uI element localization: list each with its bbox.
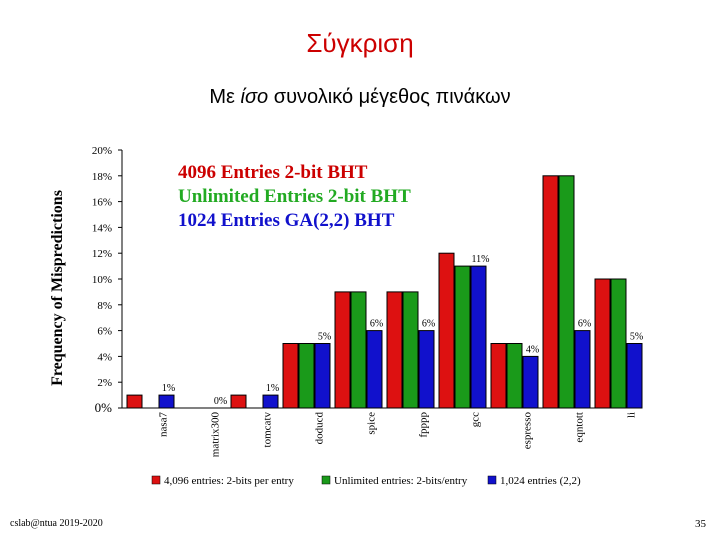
bar xyxy=(298,343,315,409)
y-tick-label: 18% xyxy=(92,171,112,183)
y-tick-label: 14% xyxy=(92,222,112,234)
bar xyxy=(158,394,175,409)
bar xyxy=(386,291,403,409)
chart-annotation: 4096 Entries 2-bit BHT xyxy=(178,162,368,183)
bar xyxy=(366,330,383,409)
legend-swatch xyxy=(151,475,161,485)
y-tick-label: 16% xyxy=(92,197,112,209)
x-tick-label: espresso xyxy=(522,412,534,450)
y-tick-label: 2% xyxy=(97,377,112,389)
bar xyxy=(126,394,143,409)
bar xyxy=(402,291,419,409)
legend-label: Unlimited entries: 2-bits/entry xyxy=(334,475,468,487)
bar xyxy=(418,330,435,409)
x-tick-label: spice xyxy=(366,412,378,435)
bar xyxy=(542,175,559,409)
chart-annotation: 1024 Entries GA(2,2) BHT xyxy=(178,210,395,231)
bar xyxy=(506,343,523,409)
data-label: 6% xyxy=(578,319,591,330)
y-tick-label: 0% xyxy=(95,400,113,415)
bar xyxy=(626,343,643,409)
data-label: 5% xyxy=(318,332,331,343)
data-label: 0% xyxy=(214,396,227,407)
legend-swatch xyxy=(487,475,497,485)
bar xyxy=(262,394,279,409)
bar xyxy=(438,252,455,409)
bar xyxy=(454,265,471,409)
data-label: 6% xyxy=(422,319,435,330)
y-tick-label: 12% xyxy=(92,248,112,260)
subtitle-suffix: συνολικό μέγεθος πινάκων xyxy=(268,86,511,108)
x-tick-label: eqntott xyxy=(574,412,586,443)
slide-subtitle: Με ίσο συνολικό μέγεθος πινάκων xyxy=(0,86,720,109)
y-tick-label: 4% xyxy=(97,351,112,363)
subtitle-emphasis: ίσο xyxy=(240,86,269,108)
slide-title: Σύγκριση xyxy=(306,28,414,58)
chart-annotation: Unlimited Entries 2-bit BHT xyxy=(178,186,411,207)
bar xyxy=(230,394,247,409)
x-tick-label: tomcatv xyxy=(262,412,274,448)
bar xyxy=(610,278,627,409)
y-tick-label: 8% xyxy=(97,300,112,312)
data-label: 4% xyxy=(526,344,539,355)
y-tick-label: 6% xyxy=(97,326,112,338)
bar xyxy=(470,265,487,409)
data-label: 11% xyxy=(472,254,490,265)
y-tick-label: 10% xyxy=(92,274,112,286)
bar xyxy=(522,355,539,409)
bar xyxy=(334,291,351,409)
data-label: 6% xyxy=(370,319,383,330)
bar xyxy=(594,278,611,409)
bar xyxy=(350,291,367,409)
footer-credit: cslab@ntua 2019-2020 xyxy=(10,518,103,529)
x-tick-label: doducd xyxy=(314,412,326,445)
page-number: 35 xyxy=(695,518,706,530)
x-tick-label: fpppp xyxy=(418,412,430,438)
x-tick-label: matrix300 xyxy=(210,412,222,458)
data-label: 1% xyxy=(162,383,175,394)
x-tick-label: gcc xyxy=(470,412,482,427)
y-axis-label: Frequency of Mispredictions xyxy=(49,190,66,386)
bar xyxy=(490,343,507,409)
bar xyxy=(282,343,299,409)
x-tick-label: li xyxy=(626,412,638,418)
x-tick-label: nasa7 xyxy=(158,412,170,438)
bar xyxy=(558,175,575,409)
bar xyxy=(314,343,331,409)
subtitle-prefix: Με xyxy=(209,86,241,108)
bar xyxy=(574,330,591,409)
legend-swatch xyxy=(321,475,331,485)
y-tick-label: 20% xyxy=(92,145,112,157)
data-label: 5% xyxy=(630,332,643,343)
data-label: 1% xyxy=(266,383,279,394)
legend-label: 1,024 entries (2,2) xyxy=(500,475,581,487)
legend-label: 4,096 entries: 2-bits per entry xyxy=(164,475,294,487)
